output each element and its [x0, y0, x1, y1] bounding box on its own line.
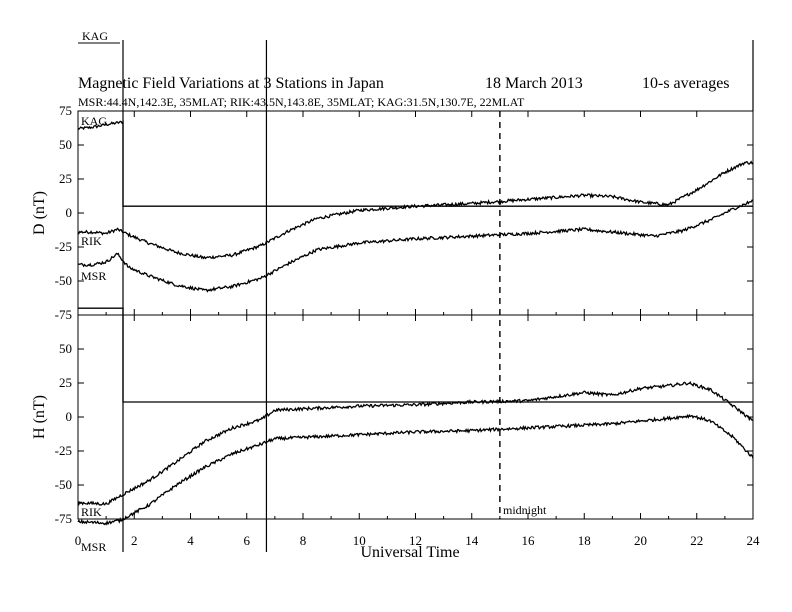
y-tick-label-D-1: 50 [59, 137, 72, 152]
top-station-label: KAG [82, 29, 108, 43]
series-H-msr [77, 413, 754, 526]
y-tick-label-D-5: -50 [55, 273, 72, 288]
tick-layer: 0 2 4 6 8 10 12 14 16 18 20 22 247550250-25-50-75502… [55, 103, 760, 548]
series-D-msr [77, 199, 754, 293]
series-label-D-kag: KAG [81, 114, 107, 128]
midnight-annotation: midnight [503, 503, 547, 517]
series-label-H-rik: RIK [81, 505, 102, 519]
x-tick-label-9: 18 [578, 533, 591, 548]
y-tick-label-D-0: 75 [59, 103, 72, 118]
y-tick-label-D-6: -75 [55, 307, 72, 322]
x-tick-label-3: 6 [244, 533, 251, 548]
series-layer [77, 119, 754, 526]
x-tick-label-11: 22 [690, 533, 703, 548]
series-label-D-msr: MSR [81, 269, 106, 283]
x-tick-label-1: 2 [131, 533, 138, 548]
y-tick-label-H-4: -50 [55, 477, 72, 492]
series-D-kag [77, 119, 753, 207]
y-tick-label-D-2: 25 [59, 171, 72, 186]
series-H-kag [78, 307, 753, 403]
x-tick-label-5: 10 [353, 533, 366, 548]
x-tick-label-4: 8 [300, 533, 307, 548]
series-label-H-msr: MSR [81, 540, 106, 554]
y-axis-title-d: D (nT) [31, 191, 48, 235]
series-label-layer: KAG RIK MSR RIK MSR [81, 114, 107, 554]
panel-d-frame [77, 110, 754, 316]
x-tick-label-2: 4 [187, 533, 194, 548]
series-H-rik [77, 380, 754, 507]
marker-layer [122, 40, 754, 552]
x-tick-label-7: 14 [465, 533, 479, 548]
series-D-rik [77, 160, 754, 260]
y-tick-label-D-3: 0 [66, 205, 73, 220]
y-tick-label-H-1: 25 [59, 375, 72, 390]
y-tick-label-H-0: 50 [59, 341, 72, 356]
panel-h-frame [77, 314, 754, 520]
series-label-D-rik: RIK [81, 234, 102, 248]
x-tick-label-12: 24 [747, 533, 761, 548]
chart-title: Magnetic Field Variations at 3 Stations … [78, 75, 384, 92]
x-tick-label-6: 12 [409, 533, 422, 548]
y-axis-title-h: H (nT) [31, 395, 48, 439]
y-tick-label-H-2: 0 [66, 409, 73, 424]
x-tick-label-8: 16 [522, 533, 536, 548]
y-tick-label-H-5: -75 [55, 511, 72, 526]
x-axis-title: Universal Time [360, 544, 459, 561]
chart-date: 18 March 2013 [485, 75, 583, 92]
y-tick-label-D-4: -25 [55, 239, 72, 254]
x-tick-label-10: 20 [634, 533, 647, 548]
chart-stations: MSR:44.4N,142.3E, 35MLAT; RIK:43.5N,143.… [78, 95, 525, 109]
chart-averaging: 10-s averages [642, 75, 730, 92]
y-tick-label-H-3: -25 [55, 443, 72, 458]
x-tick-label-0: 0 [75, 533, 82, 548]
